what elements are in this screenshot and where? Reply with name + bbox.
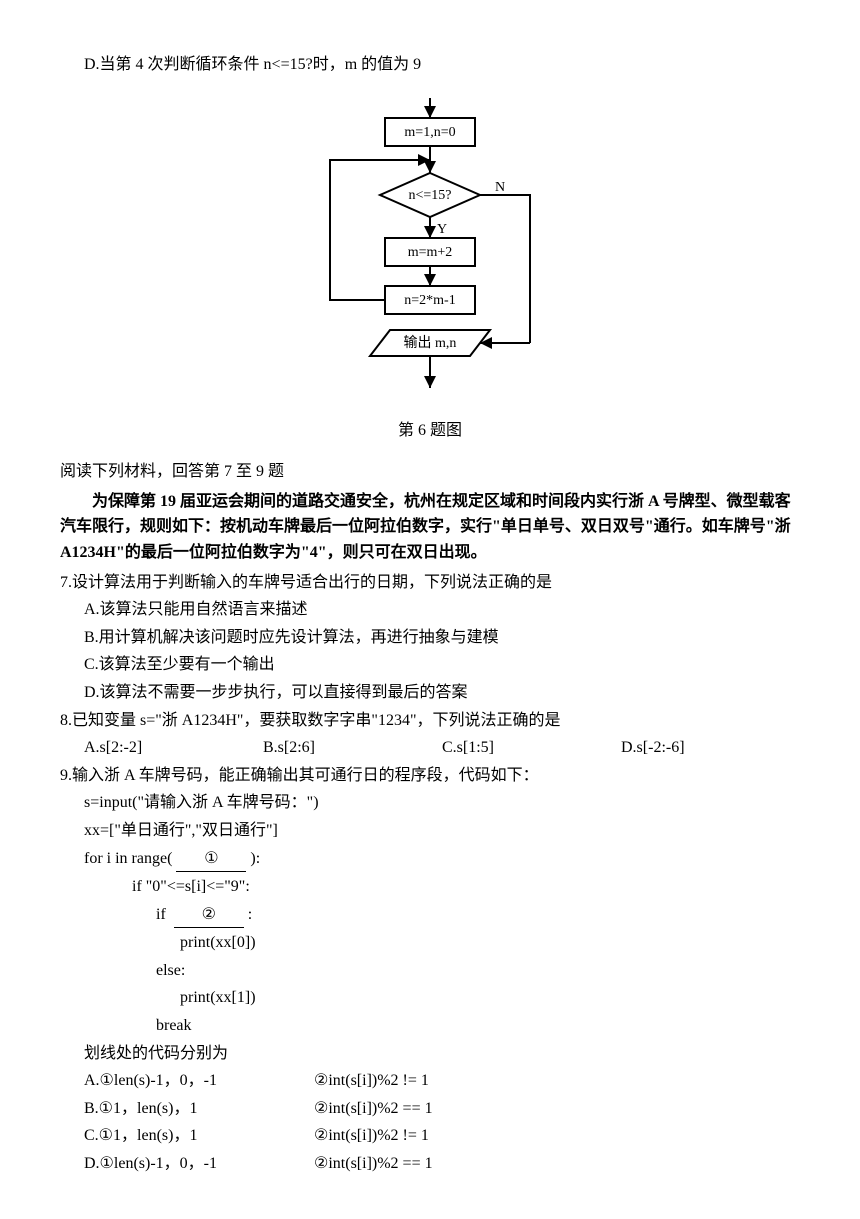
q9-code-3a: for i in range(: [84, 850, 172, 867]
q9-a-right: ②int(s[i])%2 != 1: [314, 1068, 429, 1094]
flowchart-step2: n=2*m-1: [404, 293, 455, 308]
q8-stem: 8.已知变量 s="浙 A1234H"，要获取数字字串"1234"，下列说法正确…: [60, 708, 800, 734]
flowchart-no-label: N: [495, 180, 505, 195]
q9-stem: 9.输入浙 A 车牌号码，能正确输出其可通行日的程序段，代码如下：: [60, 763, 800, 789]
q9-code-5b: :: [248, 906, 252, 923]
q9-code-1: s=input("请输入浙 A 车牌号码："): [60, 790, 800, 816]
q9-b-right: ②int(s[i])%2 == 1: [314, 1096, 433, 1122]
q9-blank-1: ①: [176, 846, 246, 873]
q8-option-c: C.s[1:5]: [442, 735, 621, 761]
flowchart-svg: m=1,n=0 n<=15? N Y m=m+2 n=2*m-1 输出 m,n: [300, 98, 560, 408]
flowchart-init: m=1,n=0: [404, 125, 455, 140]
q8-options: A.s[2:-2] B.s[2:6] C.s[1:5] D.s[-2:-6]: [60, 735, 800, 761]
q9-c-right: ②int(s[i])%2 != 1: [314, 1123, 429, 1149]
q9-code-7: else:: [60, 958, 800, 984]
q9-code-9: break: [60, 1013, 800, 1039]
q9-code-5: if ②:: [60, 902, 800, 929]
q9-d-right: ②int(s[i])%2 == 1: [314, 1151, 433, 1177]
q9-code-4: if "0"<=s[i]<="9":: [60, 874, 800, 900]
q8-option-a: A.s[2:-2]: [84, 735, 263, 761]
q9-blank-2: ②: [174, 902, 244, 929]
option-d-text: D.当第 4 次判断循环条件 n<=15?时，m 的值为 9: [60, 52, 800, 78]
q9-b-left: B.①1，len(s)，1: [84, 1096, 314, 1122]
flowchart-output: 输出 m,n: [404, 335, 457, 351]
flowchart-step1: m=m+2: [408, 245, 453, 260]
flowchart-container: m=1,n=0 n<=15? N Y m=m+2 n=2*m-1 输出 m,n: [60, 98, 800, 408]
q8-option-d: D.s[-2:-6]: [621, 735, 800, 761]
q9-code-8: print(xx[1]): [60, 985, 800, 1011]
reading-intro: 阅读下列材料，回答第 7 至 9 题: [60, 459, 800, 485]
flowchart-yes-label: Y: [437, 222, 447, 237]
passage-text: 为保障第 19 届亚运会期间的道路交通安全，杭州在规定区域和时间段内实行浙 A …: [60, 489, 800, 566]
q9-code-3b: ):: [250, 850, 260, 867]
q9-option-b: B.①1，len(s)，1 ②int(s[i])%2 == 1: [60, 1096, 800, 1122]
q9-option-c: C.①1，len(s)，1 ②int(s[i])%2 != 1: [60, 1123, 800, 1149]
q7-option-a: A.该算法只能用自然语言来描述: [60, 597, 800, 623]
q7-stem: 7.设计算法用于判断输入的车牌号适合出行的日期，下列说法正确的是: [60, 570, 800, 596]
q7-option-d: D.该算法不需要一步步执行，可以直接得到最后的答案: [60, 680, 800, 706]
q9-code-3: for i in range(①):: [60, 846, 800, 873]
flowchart-cond: n<=15?: [408, 188, 451, 203]
q9-a-left: A.①len(s)-1，0，-1: [84, 1068, 314, 1094]
q8-option-b: B.s[2:6]: [263, 735, 442, 761]
q7-option-c: C.该算法至少要有一个输出: [60, 652, 800, 678]
q9-prompt: 划线处的代码分别为: [60, 1041, 800, 1067]
q9-c-left: C.①1，len(s)，1: [84, 1123, 314, 1149]
q9-option-d: D.①len(s)-1，0，-1 ②int(s[i])%2 == 1: [60, 1151, 800, 1177]
q9-d-left: D.①len(s)-1，0，-1: [84, 1151, 314, 1177]
flowchart-caption: 第 6 题图: [60, 418, 800, 444]
q9-option-a: A.①len(s)-1，0，-1 ②int(s[i])%2 != 1: [60, 1068, 800, 1094]
q9-code-6: print(xx[0]): [60, 930, 800, 956]
q9-code-2: xx=["单日通行","双日通行"]: [60, 818, 800, 844]
q7-option-b: B.用计算机解决该问题时应先设计算法，再进行抽象与建模: [60, 625, 800, 651]
q9-code-5a: if: [156, 906, 170, 923]
